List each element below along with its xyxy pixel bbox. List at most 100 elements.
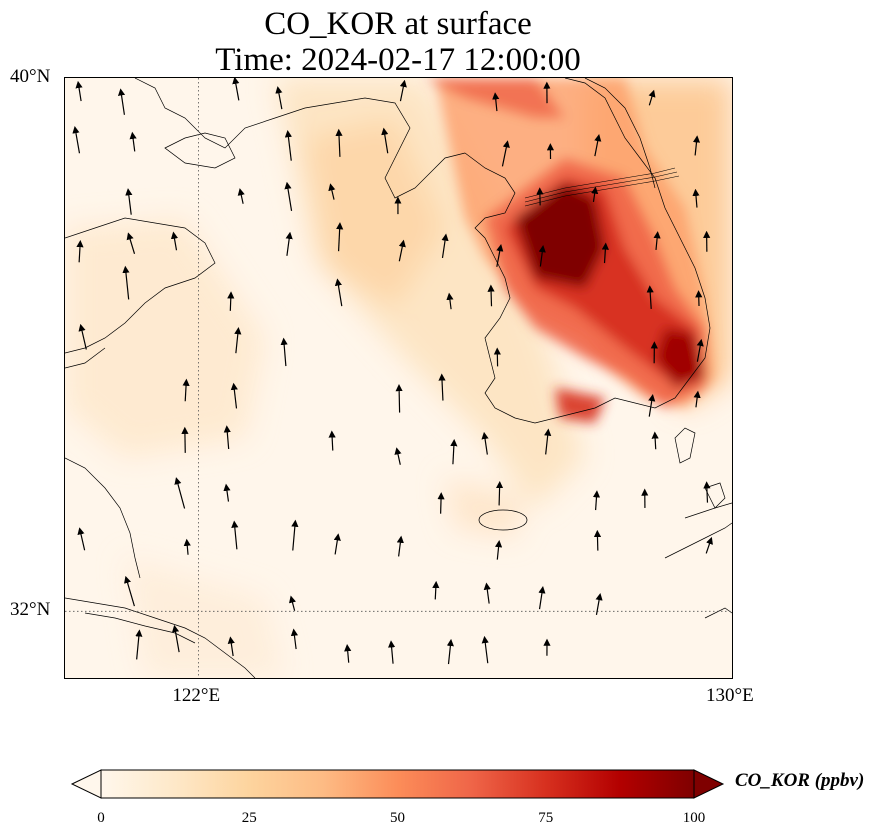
- wind-arrow: [78, 323, 87, 350]
- wind-arrow: [77, 527, 86, 551]
- wind-arrow: [125, 188, 133, 215]
- colorbar-label: CO_KOR (ppbv): [735, 770, 865, 791]
- wind-arrow: [446, 292, 454, 310]
- wind-arrow: [538, 586, 546, 610]
- wind-arrow: [601, 242, 609, 264]
- wind-arrow: [653, 231, 661, 250]
- wind-arrow: [501, 140, 510, 167]
- wind-arrow: [437, 492, 445, 514]
- wind-arrow: [75, 80, 83, 102]
- coastlines: [65, 78, 732, 678]
- wind-arrow: [388, 640, 396, 664]
- colorbar-tick: 100: [682, 810, 706, 826]
- wind-arrow: [237, 188, 245, 204]
- wind-arrow: [450, 438, 458, 465]
- wind-arrow: [335, 128, 343, 157]
- wind-arrow: [122, 265, 130, 300]
- wind-arrow: [275, 86, 283, 110]
- wind-arrow: [496, 244, 504, 267]
- map-canvas: [65, 78, 732, 678]
- wind-arrow: [591, 186, 599, 203]
- wind-arrow: [705, 536, 713, 554]
- wind-arrow: [398, 239, 406, 262]
- wind-arrow: [129, 131, 137, 152]
- wind-arrow: [446, 638, 454, 665]
- wind-arrow: [72, 126, 81, 154]
- wind-arrow: [481, 635, 489, 664]
- wind-arrow: [117, 88, 126, 115]
- wind-arrow: [696, 338, 704, 362]
- wind-arrow: [183, 538, 191, 555]
- wind-arrow: [231, 520, 239, 550]
- map-subtitle-time: Time: 2024-02-17 12:00:00: [215, 42, 581, 78]
- wind-arrow: [483, 582, 491, 604]
- wind-arrow: [328, 430, 336, 451]
- wind-arrow: [334, 278, 343, 307]
- wind-arrow: [336, 222, 344, 252]
- wind-arrow: [648, 89, 656, 106]
- wind-arrow: [284, 181, 293, 211]
- wind-vectors: [72, 78, 713, 665]
- wind-arrow: [399, 79, 407, 102]
- map-panel[interactable]: [64, 77, 733, 679]
- wind-arrow: [232, 78, 240, 101]
- wind-arrow: [290, 628, 299, 650]
- wind-arrow: [381, 127, 389, 154]
- lon-tick-label: 122°E: [172, 685, 221, 706]
- border-lines: [524, 167, 680, 207]
- wind-arrow: [291, 519, 299, 551]
- wind-arrow: [171, 624, 180, 653]
- wind-arrow: [227, 291, 235, 311]
- wind-arrow: [595, 592, 603, 615]
- colorbar-tick: 75: [538, 810, 554, 826]
- wind-arrow: [333, 533, 341, 555]
- wind-arrow: [692, 135, 701, 156]
- map-gridlines: [65, 78, 732, 678]
- wind-arrow: [538, 244, 546, 267]
- wind-arrow: [692, 188, 700, 208]
- wind-arrow: [227, 636, 235, 657]
- wind-arrow: [285, 231, 293, 256]
- wind-arrow: [495, 480, 504, 506]
- colorbar-tick: 0: [97, 810, 105, 826]
- wind-arrow: [223, 425, 231, 450]
- wind-arrow: [135, 629, 143, 660]
- wind-arrow: [648, 393, 656, 417]
- wind-arrow: [432, 580, 440, 600]
- wind-arrow: [280, 337, 288, 367]
- wind-arrow: [230, 382, 238, 409]
- wind-arrow: [487, 284, 495, 307]
- wind-arrow: [170, 231, 179, 251]
- lat-tick-label: 40°N: [10, 66, 51, 87]
- wind-arrow: [394, 447, 402, 465]
- wind-arrow: [441, 233, 449, 259]
- wind-arrow: [395, 384, 403, 413]
- wind-arrow: [594, 134, 602, 157]
- wind-arrow: [344, 644, 352, 663]
- colorbar-tick: 50: [390, 810, 405, 826]
- wind-arrow: [396, 535, 404, 557]
- wind-arrow: [76, 239, 84, 263]
- wind-arrow: [182, 378, 190, 402]
- wind-arrow: [124, 575, 135, 607]
- colorbar-tick: 25: [241, 810, 257, 826]
- colorbar-graphic: [70, 769, 725, 799]
- wind-arrow: [693, 390, 701, 408]
- wind-arrow: [328, 183, 336, 200]
- wind-arrow: [592, 490, 601, 511]
- map-title: CO_KOR at surface: [264, 6, 532, 42]
- wind-arrow: [223, 483, 231, 502]
- wind-arrow: [174, 477, 186, 509]
- wind-arrow: [284, 129, 292, 161]
- wind-arrow: [481, 431, 489, 455]
- co-concentration-field: [65, 78, 732, 678]
- wind-arrow: [646, 285, 654, 309]
- wind-arrow: [703, 481, 711, 503]
- wind-arrow: [289, 595, 296, 611]
- lon-tick-label: 130°E: [706, 685, 754, 706]
- wind-arrow: [544, 428, 552, 455]
- wind-arrow: [438, 373, 446, 401]
- wind-arrow: [126, 232, 136, 254]
- wind-arrow: [234, 327, 242, 354]
- lat-tick-label: 32°N: [10, 599, 51, 621]
